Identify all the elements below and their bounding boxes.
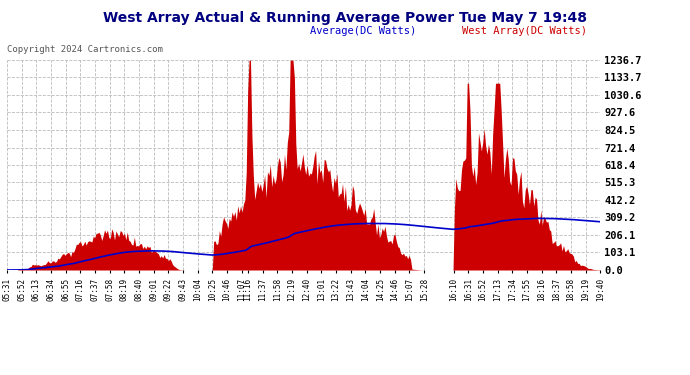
Text: West Array Actual & Running Average Power Tue May 7 19:48: West Array Actual & Running Average Powe… — [103, 11, 587, 25]
Text: West Array(DC Watts): West Array(DC Watts) — [462, 26, 587, 36]
Text: Copyright 2024 Cartronics.com: Copyright 2024 Cartronics.com — [7, 45, 163, 54]
Text: Average(DC Watts): Average(DC Watts) — [310, 26, 417, 36]
